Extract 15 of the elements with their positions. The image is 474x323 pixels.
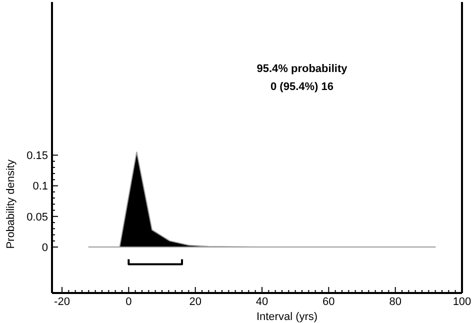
annotation: 95.4% probability: [256, 63, 348, 75]
y-tick-label: 0.15: [26, 150, 48, 162]
x-tick-label: 0: [126, 296, 132, 308]
y-tick-label: 0.05: [26, 211, 48, 224]
x-tick-label: 20: [189, 296, 202, 308]
x-axis-title: Interval (yrs): [256, 311, 318, 323]
x-tick-label: 60: [322, 296, 335, 308]
annotation: 0 (95.4%) 16: [270, 81, 334, 93]
x-tick-label: 80: [389, 296, 402, 308]
x-tick-label: -20: [54, 296, 70, 308]
y-tick-label: 0.1: [32, 180, 48, 193]
x-tick-label: 40: [256, 296, 268, 308]
y-axis-title: Probability density: [5, 159, 17, 249]
y-tick-label: 0: [42, 242, 48, 254]
x-tick-label: 100: [452, 296, 472, 308]
